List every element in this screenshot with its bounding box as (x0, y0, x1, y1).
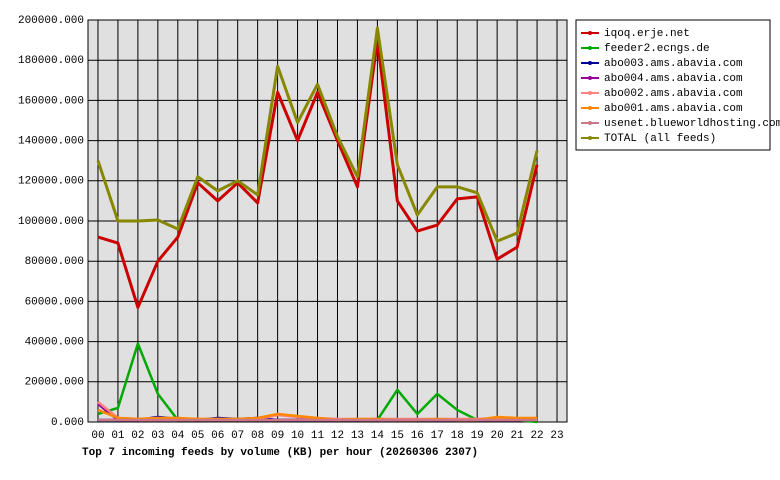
x-tick-label: 21 (511, 430, 525, 442)
legend-marker (588, 136, 592, 140)
series-line (97, 38, 539, 309)
legend-marker (588, 76, 592, 80)
x-tick-label: 12 (331, 430, 344, 442)
y-tick-label: 100000.000 (18, 216, 84, 228)
chart-title: Top 7 incoming feeds by volume (KB) per … (82, 447, 478, 459)
x-tick-label: 16 (411, 430, 424, 442)
x-tick-label: 18 (451, 430, 464, 442)
x-tick-label: 06 (211, 430, 224, 442)
x-tick-label: 19 (471, 430, 484, 442)
legend-marker (588, 121, 592, 125)
legend-marker (588, 61, 592, 65)
y-tick-label: 180000.000 (18, 55, 84, 67)
y-tick-label: 20000.000 (25, 377, 84, 389)
x-tick-label: 15 (391, 430, 404, 442)
x-tick-label: 14 (371, 430, 385, 442)
y-tick-label: 140000.000 (18, 136, 84, 148)
x-tick-label: 02 (131, 430, 144, 442)
legend-marker (588, 91, 592, 95)
x-tick-label: 22 (530, 430, 543, 442)
y-tick-label: 60000.000 (25, 296, 84, 308)
x-tick-label: 03 (151, 430, 164, 442)
legend-marker (588, 106, 592, 110)
x-tick-label: 10 (291, 430, 304, 442)
legend-label: TOTAL (all feeds) (604, 133, 716, 145)
x-tick-label: 11 (311, 430, 325, 442)
x-tick-label: 07 (231, 430, 244, 442)
x-tick-label: 13 (351, 430, 364, 442)
y-tick-label: 0.000 (51, 417, 84, 429)
legend-label: feeder2.ecngs.de (604, 43, 710, 55)
legend-marker (588, 46, 592, 50)
x-tick-label: 04 (171, 430, 185, 442)
legend-label: abo001.ams.abavia.com (604, 103, 743, 115)
x-tick-label: 09 (271, 430, 284, 442)
x-tick-label: 17 (431, 430, 444, 442)
legend-label: abo003.ams.abavia.com (604, 58, 743, 70)
legend-label: abo004.ams.abavia.com (604, 73, 743, 85)
x-tick-label: 23 (550, 430, 563, 442)
legend-label: abo002.ams.abavia.com (604, 88, 743, 100)
y-tick-label: 80000.000 (25, 256, 84, 268)
x-tick-label: 20 (491, 430, 504, 442)
series-line (96, 26, 539, 243)
x-tick-label: 05 (191, 430, 204, 442)
x-tick-label: 01 (111, 430, 125, 442)
y-tick-label: 40000.000 (25, 337, 84, 349)
y-tick-label: 120000.000 (18, 176, 84, 188)
x-tick-label: 08 (251, 430, 264, 442)
legend-marker (588, 31, 592, 35)
y-tick-label: 160000.000 (18, 95, 84, 107)
x-tick-label: 00 (91, 430, 104, 442)
legend-box (575, 19, 771, 151)
legend-label: usenet.blueworldhosting.com (604, 118, 780, 130)
y-tick-label: 200000.000 (18, 15, 84, 27)
plot-frame (87, 19, 568, 423)
legend-label: iqoq.erje.net (604, 28, 690, 40)
